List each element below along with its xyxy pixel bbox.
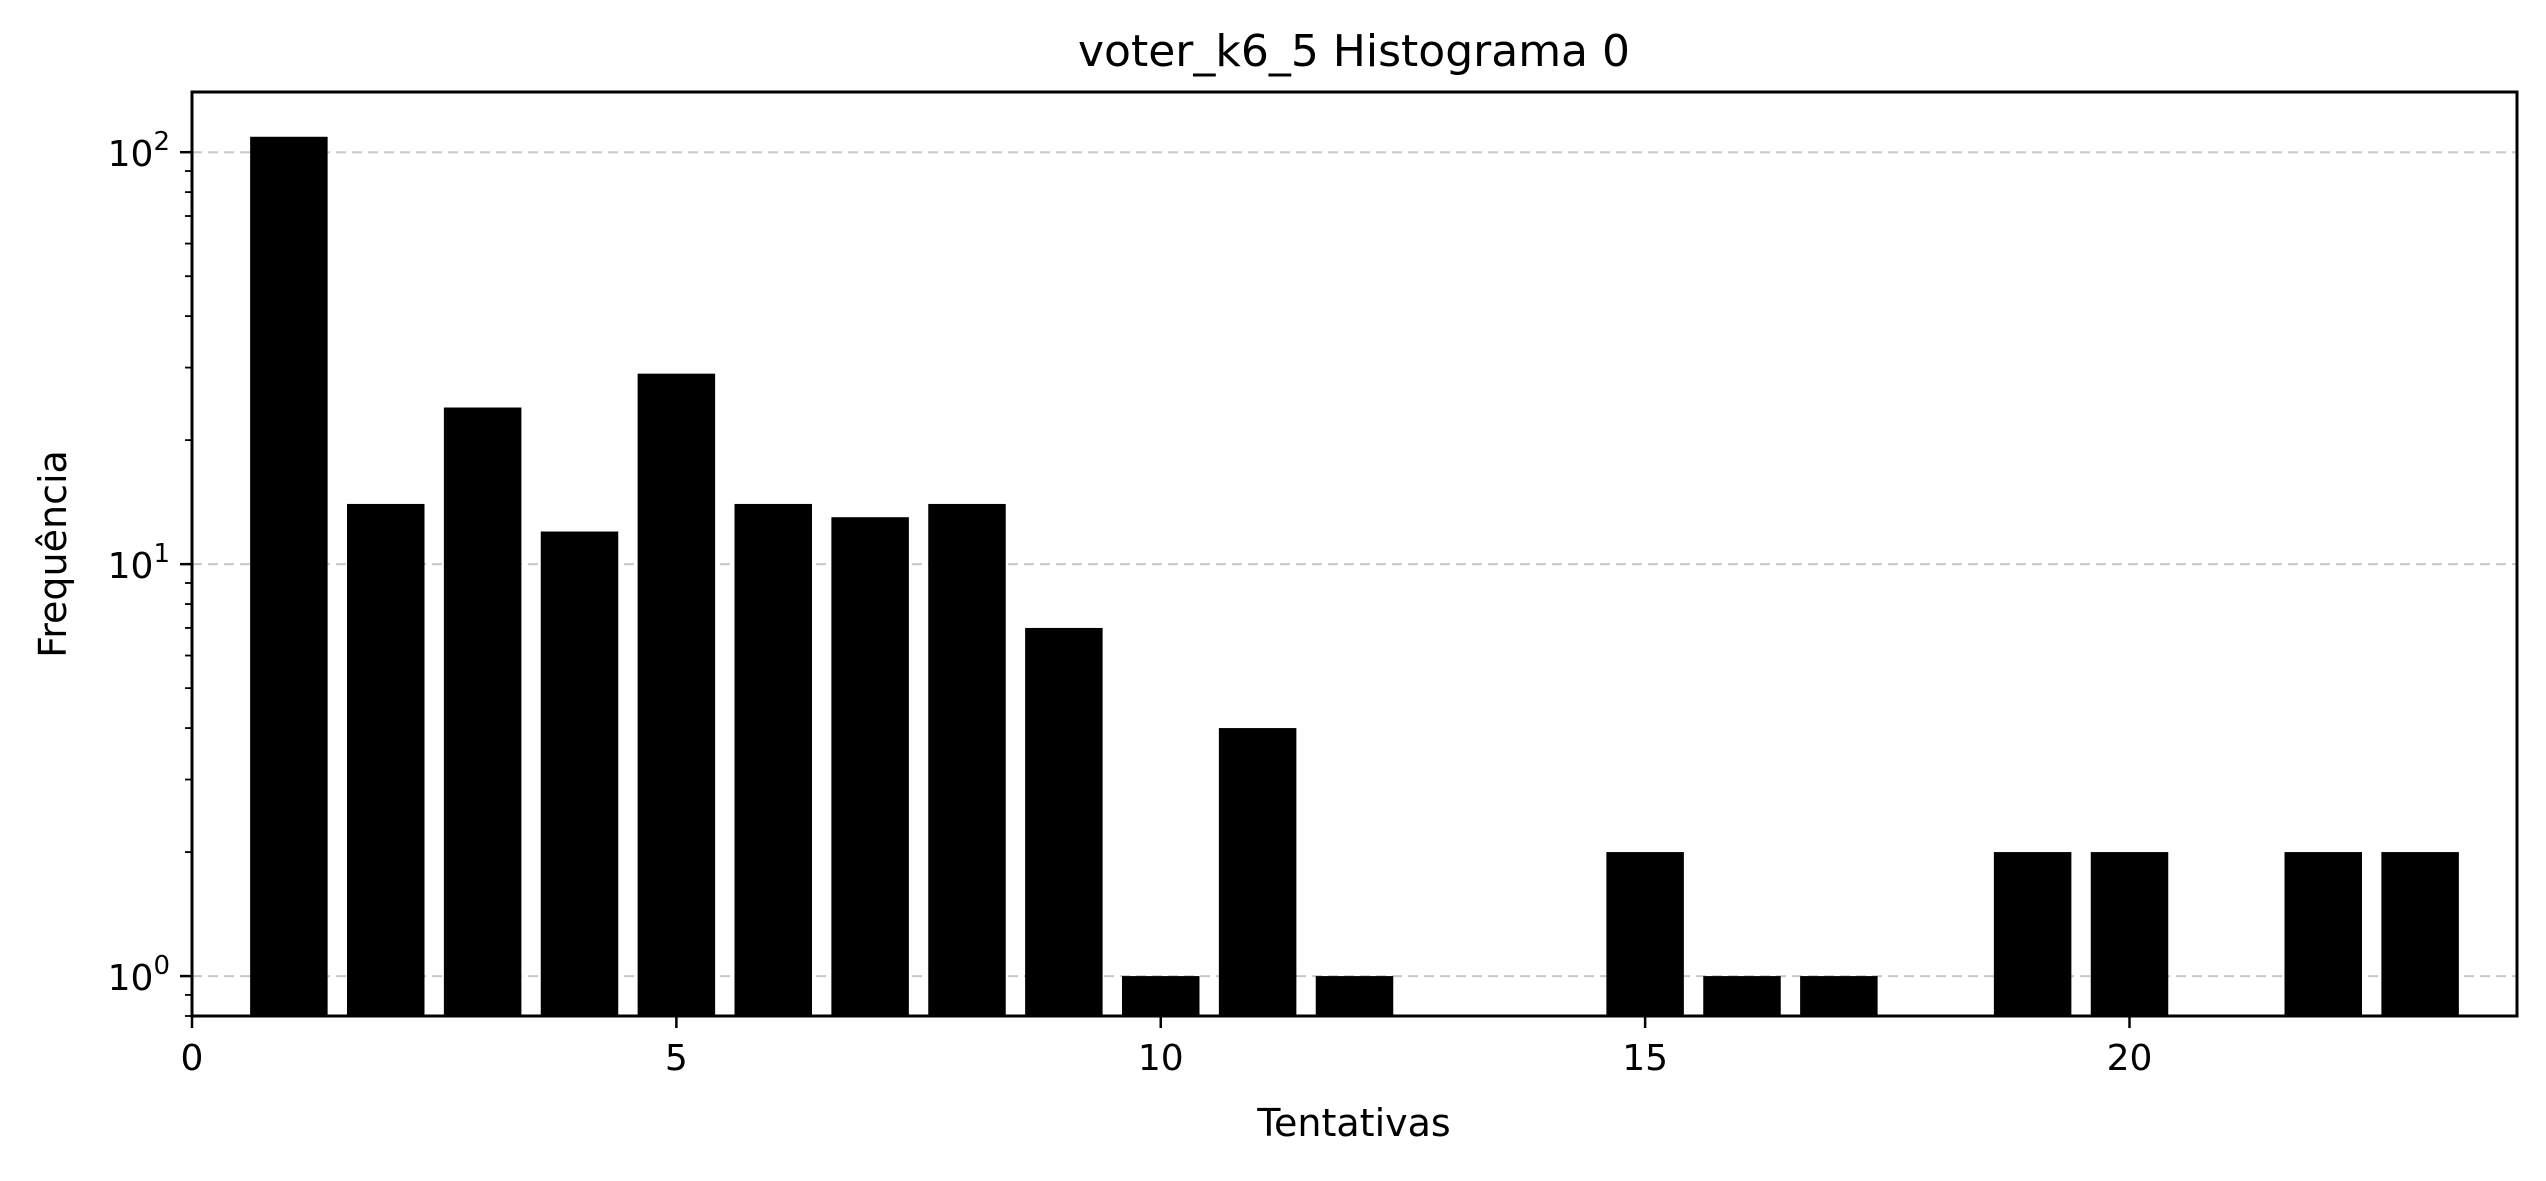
x-tick-label-1: 5 bbox=[665, 1038, 688, 1079]
ticks-layer: 0 5 10 15 20 100 101 102 bbox=[108, 127, 2153, 1079]
y-axis-label: Frequência bbox=[31, 450, 75, 658]
x-tick-label-2: 10 bbox=[1138, 1038, 1184, 1079]
bar-x5 bbox=[637, 373, 716, 1017]
bar-x17 bbox=[1800, 976, 1878, 1016]
x-tick-label-4: 20 bbox=[2107, 1038, 2153, 1079]
bar-x7 bbox=[831, 517, 909, 1016]
bar-x10 bbox=[1122, 976, 1200, 1016]
bar-x4 bbox=[540, 531, 619, 1016]
bar-x20 bbox=[2090, 852, 2169, 1016]
bar-x12 bbox=[1315, 976, 1394, 1016]
bar-x9 bbox=[1025, 627, 1103, 1016]
x-tick-label-0: 0 bbox=[181, 1038, 204, 1079]
bar-x6 bbox=[734, 503, 812, 1016]
bar-x2 bbox=[347, 503, 425, 1016]
bar-x22 bbox=[2284, 852, 2362, 1016]
bar-x19 bbox=[1993, 852, 2072, 1016]
bar-x1 bbox=[250, 136, 328, 1016]
bar-x8 bbox=[928, 503, 1006, 1016]
chart-title: voter_k6_5 Histograma 0 bbox=[1078, 26, 1630, 77]
y-tick-label-1: 101 bbox=[108, 539, 170, 587]
bars-layer bbox=[250, 136, 2459, 1017]
x-tick-label-3: 15 bbox=[1622, 1038, 1668, 1079]
bar-x15 bbox=[1606, 852, 1684, 1016]
plot-frame bbox=[190, 90, 2519, 1018]
bar-x11 bbox=[1218, 728, 1297, 1016]
x-axis-label: Tentativas bbox=[1256, 1101, 1450, 1145]
bar-x3 bbox=[443, 407, 522, 1016]
bar-x16 bbox=[1703, 976, 1781, 1016]
y-tick-label-0: 100 bbox=[108, 951, 170, 999]
y-tick-label-2: 102 bbox=[108, 127, 170, 175]
bar-x23 bbox=[2381, 852, 2459, 1016]
